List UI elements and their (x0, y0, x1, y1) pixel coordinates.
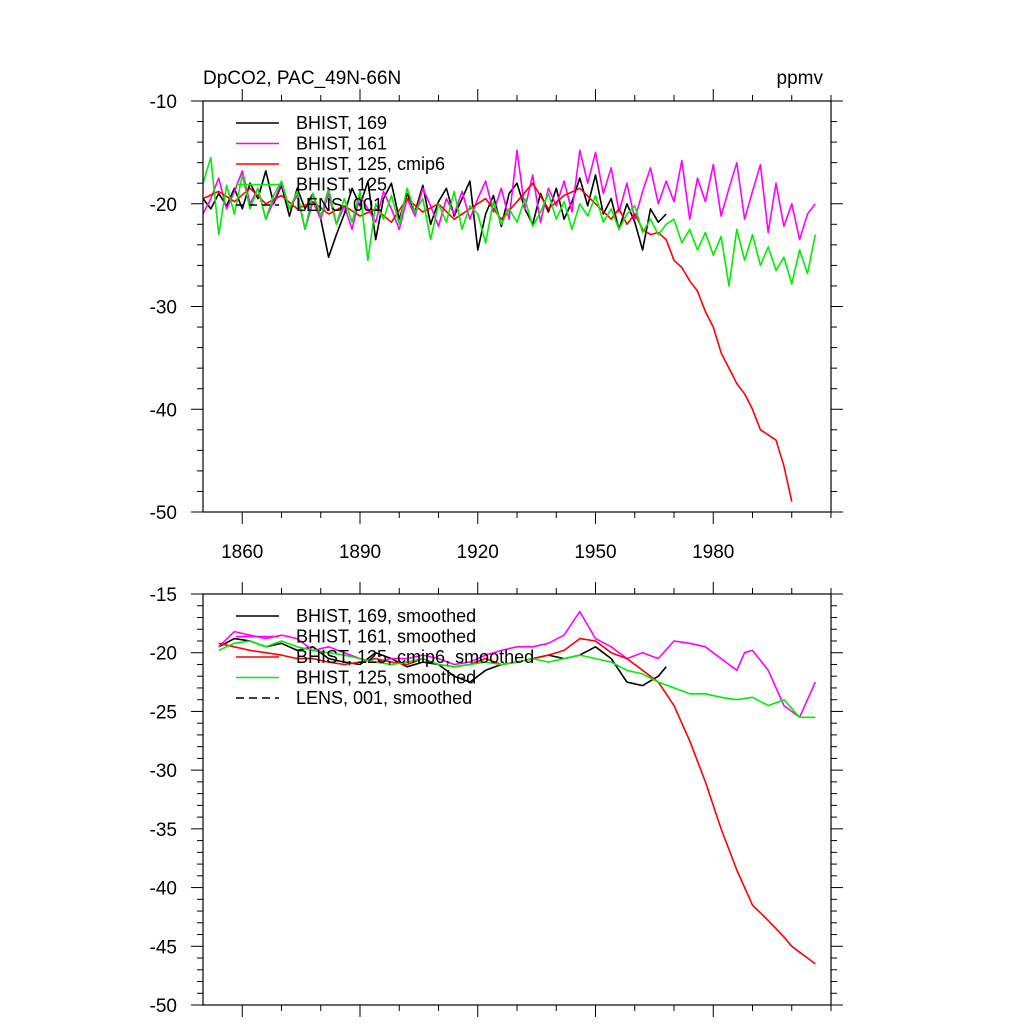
legend-label-3: BHIST, 125 (296, 175, 387, 195)
y-tick-label: -10 (150, 92, 177, 113)
series-line-2 (218, 637, 816, 965)
series-line-1 (218, 610, 817, 719)
x-tick-label: 1980 (692, 542, 734, 563)
legend-label-3: BHIST, 125, smoothed (296, 668, 476, 688)
y-tick-label: -30 (150, 298, 177, 319)
legend-label-0: BHIST, 169 (296, 113, 387, 133)
series-line-0 (218, 637, 667, 687)
y-tick-label: -50 (150, 996, 177, 1017)
x-tick-label: 1860 (221, 542, 263, 563)
series-line-0 (203, 170, 667, 259)
x-tick-label: 1920 (457, 542, 499, 563)
y-tick-label: -25 (150, 702, 177, 723)
series-line-2 (203, 182, 793, 502)
legend-label-1: BHIST, 161 (296, 134, 387, 154)
y-tick-label: -40 (150, 879, 177, 900)
x-tick-label: 1890 (339, 542, 381, 563)
legend-label-0: BHIST, 169, smoothed (296, 606, 476, 626)
y-tick-label: -20 (150, 644, 177, 665)
chart-title: DpCO2, PAC_49N-66N (203, 68, 401, 89)
y-tick-label: -45 (150, 937, 177, 958)
y-tick-label: -20 (150, 195, 177, 216)
legend-label-4: LENS, 001 (296, 195, 383, 215)
y-tick-label: -30 (150, 761, 177, 782)
panel-bottom: -15 -20 -25 -30 -35 -40 -45 -50 BHIST, 169, smoo… (150, 582, 843, 1017)
legend-label-2: BHIST, 125, cmip6 (296, 154, 445, 174)
legend-label-4: LENS, 001, smoothed (296, 688, 472, 708)
series-lines (218, 610, 817, 965)
series-line-3 (203, 156, 817, 287)
panel-top: DpCO2, PAC_49N-66N ppmv 1860 1890 1920 1950… (150, 68, 843, 563)
y-tick-label: -40 (150, 400, 177, 421)
y-tick-label: -50 (150, 503, 177, 524)
y-tick-label: -35 (150, 820, 177, 841)
series-lines (203, 149, 817, 502)
y-tick-label: -15 (150, 585, 177, 606)
legend-label-2: BHIST, 125, cmip6, smoothed (296, 647, 534, 667)
series-line-3 (218, 640, 816, 719)
legend-label-1: BHIST, 161, smoothed (296, 627, 476, 647)
units-label: ppmv (777, 68, 824, 89)
x-tick-label: 1950 (574, 542, 616, 563)
